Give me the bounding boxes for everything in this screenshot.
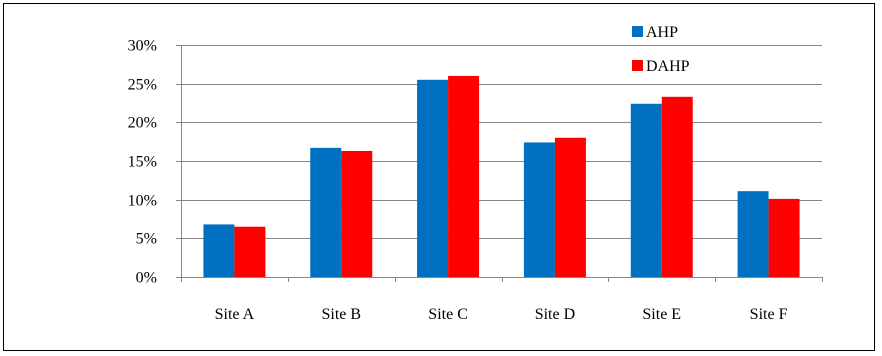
legend-swatch-ahp — [632, 26, 643, 37]
bar-dahp-site-a — [234, 226, 266, 277]
x-category-label: Site C — [428, 306, 468, 323]
y-tick-label: 20% — [128, 115, 157, 132]
bar-ahp-site-c — [417, 79, 449, 277]
bar-dahp-site-b — [341, 150, 373, 277]
bars — [203, 75, 800, 278]
axis-labels: 0% 5% 10% 15% 20% 25% 30% Site A Site B Site C Sit… — [128, 38, 788, 324]
x-category-label: Site D — [535, 306, 575, 323]
legend: AHP DAHP — [632, 24, 690, 75]
bar-ahp-site-a — [203, 224, 235, 277]
y-tick-label: 30% — [128, 38, 157, 55]
bar-dahp-site-c — [448, 75, 480, 277]
x-category-label: Site B — [321, 306, 361, 323]
axes — [176, 45, 823, 282]
gridlines — [181, 45, 822, 239]
bar-ahp-site-e — [630, 103, 662, 277]
y-tick-label: 10% — [128, 193, 157, 210]
bar-ahp-site-d — [523, 142, 555, 277]
bar-dahp-site-e — [661, 96, 693, 278]
bar-ahp-site-b — [310, 147, 342, 277]
legend-swatch-dahp — [632, 60, 643, 71]
y-tick-label: 25% — [128, 77, 157, 94]
y-tick-label: 15% — [128, 154, 157, 171]
x-category-label: Site E — [642, 306, 681, 323]
legend-label-dahp: DAHP — [646, 58, 690, 75]
bar-dahp-site-d — [554, 137, 586, 277]
bar-dahp-site-f — [768, 198, 800, 277]
y-tick-label: 5% — [136, 231, 157, 248]
bar-ahp-site-f — [737, 191, 769, 277]
x-category-label: Site F — [750, 306, 788, 323]
y-tick-label: 0% — [136, 270, 157, 287]
x-category-label: Site A — [215, 306, 255, 323]
legend-label-ahp: AHP — [646, 24, 678, 41]
